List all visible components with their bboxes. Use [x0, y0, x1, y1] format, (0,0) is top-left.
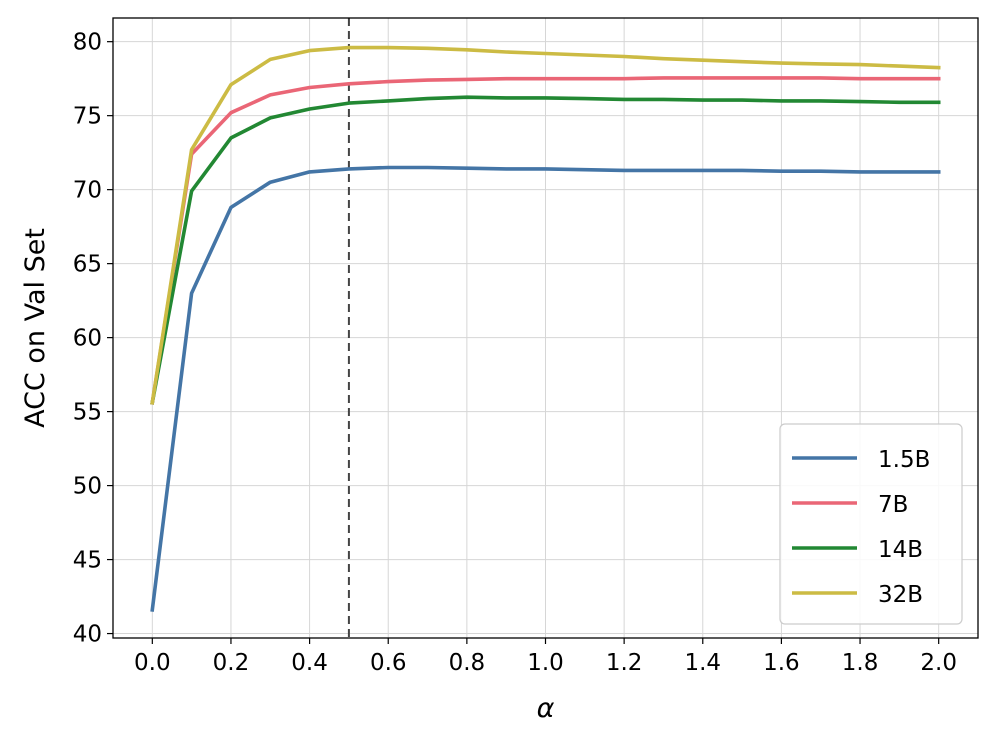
y-tick-label: 70: [73, 178, 102, 204]
y-tick-label: 55: [73, 400, 102, 426]
x-axis-ticks: 0.0 0.2 0.4 0.6 0.8 1.0 1.2 1.4 1.6 1.8 2.0: [134, 638, 957, 676]
x-tick-label: 1.8: [842, 650, 879, 676]
x-tick-label: 1.6: [763, 650, 800, 676]
x-tick-label: 0.2: [213, 650, 250, 676]
legend-label: 1.5B: [878, 447, 930, 473]
y-tick-label: 45: [73, 548, 102, 574]
x-tick-label: 2.0: [920, 650, 957, 676]
series-line-32B: [150, 45, 941, 405]
series-layer: [150, 45, 941, 612]
y-tick-label: 75: [73, 104, 102, 130]
y-axis-ticks: 40 45 50 55 60 65 70 75 80: [73, 30, 113, 648]
x-tick-label: 1.4: [684, 650, 721, 676]
x-tick-label: 0.0: [134, 650, 171, 676]
x-tick-label: 0.4: [291, 650, 328, 676]
x-axis-label: α: [537, 693, 555, 724]
x-tick-label: 1.2: [606, 650, 643, 676]
legend-label: 32B: [878, 582, 923, 608]
series-line-14B: [150, 95, 941, 405]
y-tick-label: 40: [73, 622, 102, 648]
legend-box: [779, 423, 963, 625]
x-tick-label: 0.6: [370, 650, 407, 676]
y-tick-label: 60: [73, 326, 102, 352]
y-tick-label: 80: [73, 30, 102, 56]
legend-label: 7B: [878, 492, 908, 518]
legend: 1.5B 7B 14B 32B: [779, 423, 963, 625]
y-tick-label: 65: [73, 252, 102, 278]
series-line-1.5B: [150, 165, 941, 612]
legend-label: 14B: [878, 537, 923, 563]
x-tick-label: 1.0: [527, 650, 564, 676]
series-line-7B: [150, 76, 941, 405]
y-axis-label: ACC on Val Set: [20, 228, 51, 428]
y-tick-label: 50: [73, 474, 102, 500]
x-tick-label: 0.8: [449, 650, 486, 676]
